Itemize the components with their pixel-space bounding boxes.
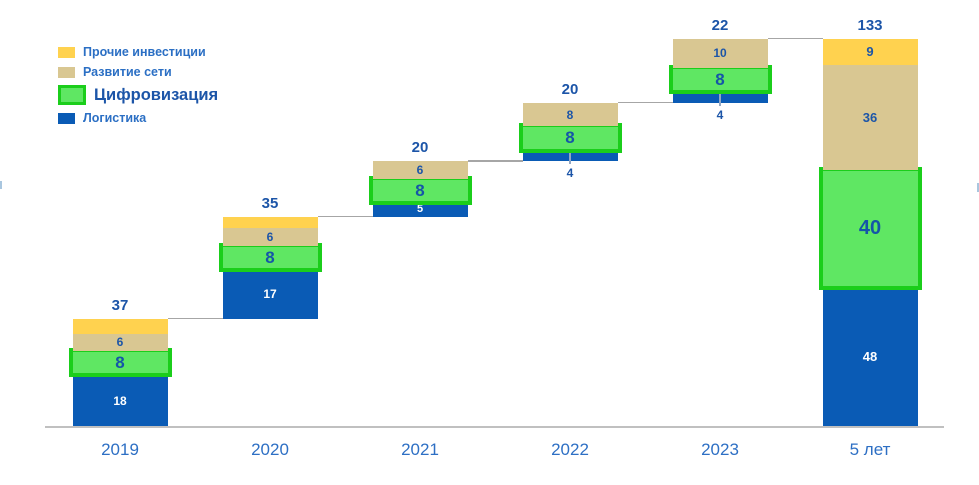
segment-value-label: 4: [716, 107, 724, 122]
segment-value-label: 40: [858, 217, 882, 240]
value-leader-line: [569, 152, 571, 165]
legend-item-other-investments: Прочие инвестиции: [58, 42, 218, 62]
segment-value-label: 6: [416, 163, 424, 178]
waterfall-connector-line: [167, 317, 223, 320]
bar-segment-Развитие сети: 8: [522, 102, 618, 127]
bar-segment-Прочие инвестиции: 9: [822, 38, 918, 65]
x-axis-line: [45, 426, 944, 428]
segment-value-label: 5: [416, 202, 424, 215]
bar-segment-Логистика: 17: [222, 269, 318, 319]
waterfall-connector-line: [617, 101, 673, 104]
bar-segment-Логистика: 18: [72, 374, 168, 427]
bar-segment-Цифровизация: 8: [218, 242, 322, 273]
legend-swatch-yellow-icon: [58, 46, 75, 58]
value-leader-line: [719, 93, 721, 106]
bar-total-label: 20: [561, 80, 579, 98]
waterfall-connector-line: [767, 37, 823, 40]
segment-value-label: 8: [715, 70, 725, 89]
segment-value-label: 36: [862, 109, 878, 125]
x-axis-label: 2023: [701, 440, 739, 459]
bar-segment-Цифровизация: 8: [668, 64, 772, 95]
bar-total-label: 133: [857, 16, 883, 34]
bar-segment-Развитие сети: 6: [372, 161, 468, 179]
segment-value-label: 8: [115, 353, 125, 373]
bar-total-label: 37: [111, 296, 129, 314]
segment-value-label: 8: [566, 107, 574, 122]
legend-item-digitalization: Цифровизация: [58, 82, 218, 108]
x-axis-label: 2022: [551, 440, 589, 459]
bar-segment-Логистика: 5: [372, 202, 468, 217]
x-axis-label: 2019: [101, 440, 139, 459]
segment-value-label: 18: [113, 393, 127, 408]
legend-label: Логистика: [83, 111, 147, 125]
segment-value-label: 8: [415, 180, 425, 200]
legend-swatch-green-icon: [58, 85, 86, 105]
legend-label: Прочие инвестиции: [83, 45, 206, 59]
segment-value-label: 10: [713, 46, 727, 61]
bar-total-label: 22: [711, 16, 729, 34]
bar-segment-Логистика: 48: [822, 286, 918, 427]
bar-segment-Цифровизация: 8: [68, 348, 172, 378]
segment-value-label: 17: [263, 287, 277, 302]
bar-total-label: 35: [261, 194, 279, 212]
segment-value-label: 9: [866, 44, 874, 60]
left-edge-artifact: [0, 181, 2, 189]
segment-value-label: 6: [266, 230, 274, 245]
bar-segment-Цифровизация: 40: [818, 167, 922, 290]
x-axis-label: 2020: [251, 440, 289, 459]
segment-value-label: 6: [116, 335, 124, 350]
x-axis-label: 5 лет: [849, 440, 891, 459]
bar-segment-Цифровизация: 8: [368, 175, 472, 206]
bar-segment-Развитие сети: 36: [822, 64, 918, 171]
legend-item-logistics: Логистика: [58, 108, 218, 128]
segment-value-label: 8: [265, 248, 275, 268]
bar-segment-Прочие инвестиции: [72, 318, 168, 334]
segment-value-label: 4: [566, 166, 574, 181]
waterfall-connector-line: [467, 160, 523, 162]
bar-total-label: 20: [411, 139, 429, 157]
legend-swatch-tan-icon: [58, 66, 75, 78]
segment-value-label: 8: [565, 128, 575, 148]
chart-legend: Прочие инвестиции Развитие сети Цифровиз…: [58, 42, 218, 128]
right-edge-artifact: [977, 183, 979, 192]
legend-item-network-development: Развитие сети: [58, 62, 218, 82]
bar-segment-Прочие инвестиции: [222, 216, 318, 229]
waterfall-connector-line: [317, 215, 373, 218]
bar-segment-Цифровизация: 8: [518, 123, 622, 153]
segment-value-label: 48: [862, 349, 878, 365]
legend-label: Цифровизация: [94, 85, 219, 104]
x-axis-label: 2021: [401, 440, 439, 459]
legend-swatch-blue-icon: [58, 112, 75, 124]
legend-label: Развитие сети: [83, 65, 172, 79]
bar-segment-Развитие сети: 6: [72, 333, 168, 352]
bar-segment-Развитие сети: 10: [672, 38, 768, 68]
bar-segment-Развитие сети: 6: [222, 228, 318, 246]
